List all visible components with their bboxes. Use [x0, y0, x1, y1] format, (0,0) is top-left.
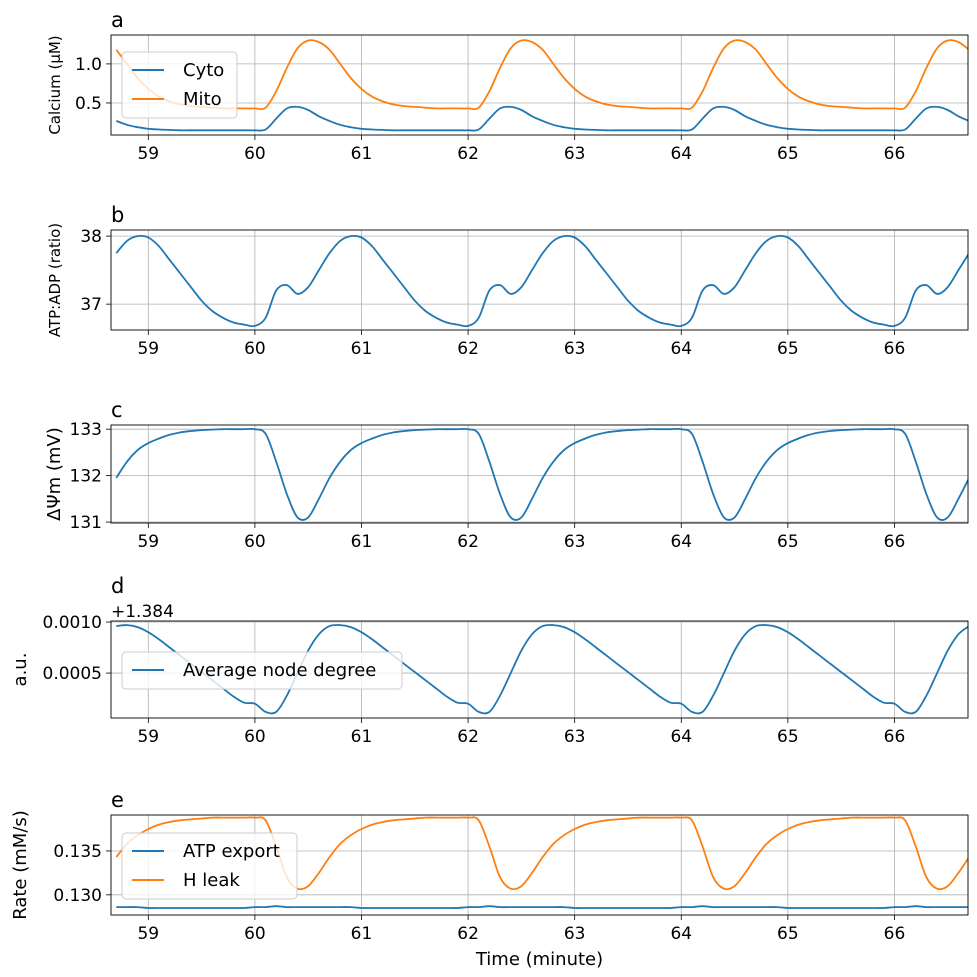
x-tick-label: 64	[670, 339, 692, 359]
y-axis-label: a.u.	[10, 653, 31, 687]
x-tick-label: 60	[244, 727, 266, 747]
x-tick-label: 59	[137, 924, 159, 944]
x-tick-label: 64	[670, 727, 692, 747]
x-tick-label: 66	[884, 339, 906, 359]
panel-e: 59 60 61 62 63 64 65 66 0.130 0.135 e Rate (mM/s) Ti…	[10, 788, 969, 970]
panel-title: c	[111, 398, 123, 422]
x-tick-label: 63	[564, 144, 586, 164]
y-tick-label: 0.0010	[43, 613, 102, 633]
panel-title: e	[111, 788, 124, 812]
legend: Cyto Mito	[121, 51, 238, 119]
series-line-panel-c	[115, 427, 968, 521]
y-tick-label: 133	[70, 420, 102, 440]
x-tick-label: 61	[351, 339, 373, 359]
x-tick-label: 60	[244, 924, 266, 944]
axes-frame	[110, 34, 969, 136]
x-tick-label: 59	[137, 532, 159, 552]
legend-label: Cyto	[183, 60, 224, 81]
series-line-h-leak	[115, 816, 968, 891]
x-tick-label: 66	[884, 727, 906, 747]
legend-box	[121, 651, 403, 690]
x-tick-label: 65	[777, 144, 799, 164]
x-tick-label: 60	[244, 144, 266, 164]
legend: ATP export H leak	[121, 832, 298, 900]
x-tick-label: 61	[351, 532, 373, 552]
x-tick-label: 66	[884, 532, 906, 552]
x-tick-label: 63	[564, 339, 586, 359]
legend-label: ATP export	[183, 841, 280, 862]
panel-title: d	[111, 574, 124, 598]
legend-label: H leak	[183, 870, 240, 891]
x-tick-label: 64	[670, 144, 692, 164]
x-tick-label: 65	[777, 727, 799, 747]
x-tick-label: 59	[137, 339, 159, 359]
panel-title: b	[111, 203, 124, 227]
legend-box	[121, 832, 298, 900]
legend: Average node degree	[121, 651, 403, 690]
x-tick-label: 61	[351, 924, 373, 944]
x-axis-label: Time (minute)	[475, 949, 603, 970]
x-tick-label: 61	[351, 144, 373, 164]
x-tick-label: 64	[670, 924, 692, 944]
panel-c: 59 60 61 62 63 64 65 66 131 132 133 c ΔΨm (mV)	[44, 398, 969, 552]
y-tick-label: 132	[70, 467, 102, 487]
series-line-mito	[115, 39, 968, 111]
axes-frame	[110, 229, 969, 331]
x-tick-label: 60	[244, 339, 266, 359]
x-tick-label: 62	[457, 339, 479, 359]
y-axis-label: ATP:ADP (ratio)	[46, 223, 64, 337]
x-tick-label: 60	[244, 532, 266, 552]
legend-label: Average node degree	[183, 660, 376, 681]
series-line-panel-b	[115, 234, 968, 328]
x-tick-label: 63	[564, 924, 586, 944]
x-tick-label: 65	[777, 339, 799, 359]
y-axis-label: Calcium (μM)	[46, 35, 64, 134]
y-axis-label: Rate (mM/s)	[10, 810, 31, 920]
y-tick-label: 0.5	[75, 94, 102, 114]
x-tick-label: 65	[777, 532, 799, 552]
x-tick-label: 63	[564, 727, 586, 747]
x-tick-label: 62	[457, 144, 479, 164]
x-tick-label: 62	[457, 532, 479, 552]
y-offset-text: +1.384	[111, 602, 174, 622]
series-line-average-node-degree	[116, 624, 968, 715]
x-tick-label: 62	[457, 924, 479, 944]
panel-b: 59 60 61 62 63 64 65 66 37 38 b ATP:ADP (ratio)	[46, 203, 969, 359]
x-tick-label: 61	[351, 727, 373, 747]
y-tick-label: 0.135	[53, 842, 102, 862]
series-line-atp-export	[116, 905, 968, 909]
panel-a: 59 60 61 62 63 64 65 66 0.5 1.0 a Calcium (μM) Cyto M…	[46, 8, 969, 164]
legend-box	[121, 51, 238, 119]
series-line-cyto	[115, 105, 968, 132]
y-tick-label: 37	[80, 295, 102, 315]
panel-title: a	[111, 8, 124, 32]
y-tick-label: 1.0	[75, 55, 102, 75]
x-tick-label: 59	[137, 727, 159, 747]
x-tick-label: 66	[884, 924, 906, 944]
x-tick-label: 66	[884, 144, 906, 164]
panel-d: 59 60 61 62 63 64 65 66 0.0005 0.0010 d +1.384 a.u. A…	[10, 574, 969, 747]
x-tick-label: 64	[670, 532, 692, 552]
x-tick-label: 65	[777, 924, 799, 944]
axes-frame	[110, 620, 969, 719]
y-tick-label: 38	[80, 227, 102, 247]
y-axis-label: ΔΨm (mV)	[44, 427, 65, 521]
legend-label: Mito	[183, 89, 222, 110]
y-tick-label: 0.130	[53, 886, 102, 906]
y-tick-label: 0.0005	[43, 664, 102, 684]
y-tick-label: 131	[70, 513, 102, 533]
axes-frame	[110, 814, 969, 916]
x-tick-label: 59	[137, 144, 159, 164]
x-tick-label: 62	[457, 727, 479, 747]
axes-frame	[110, 424, 969, 524]
x-tick-label: 63	[564, 532, 586, 552]
